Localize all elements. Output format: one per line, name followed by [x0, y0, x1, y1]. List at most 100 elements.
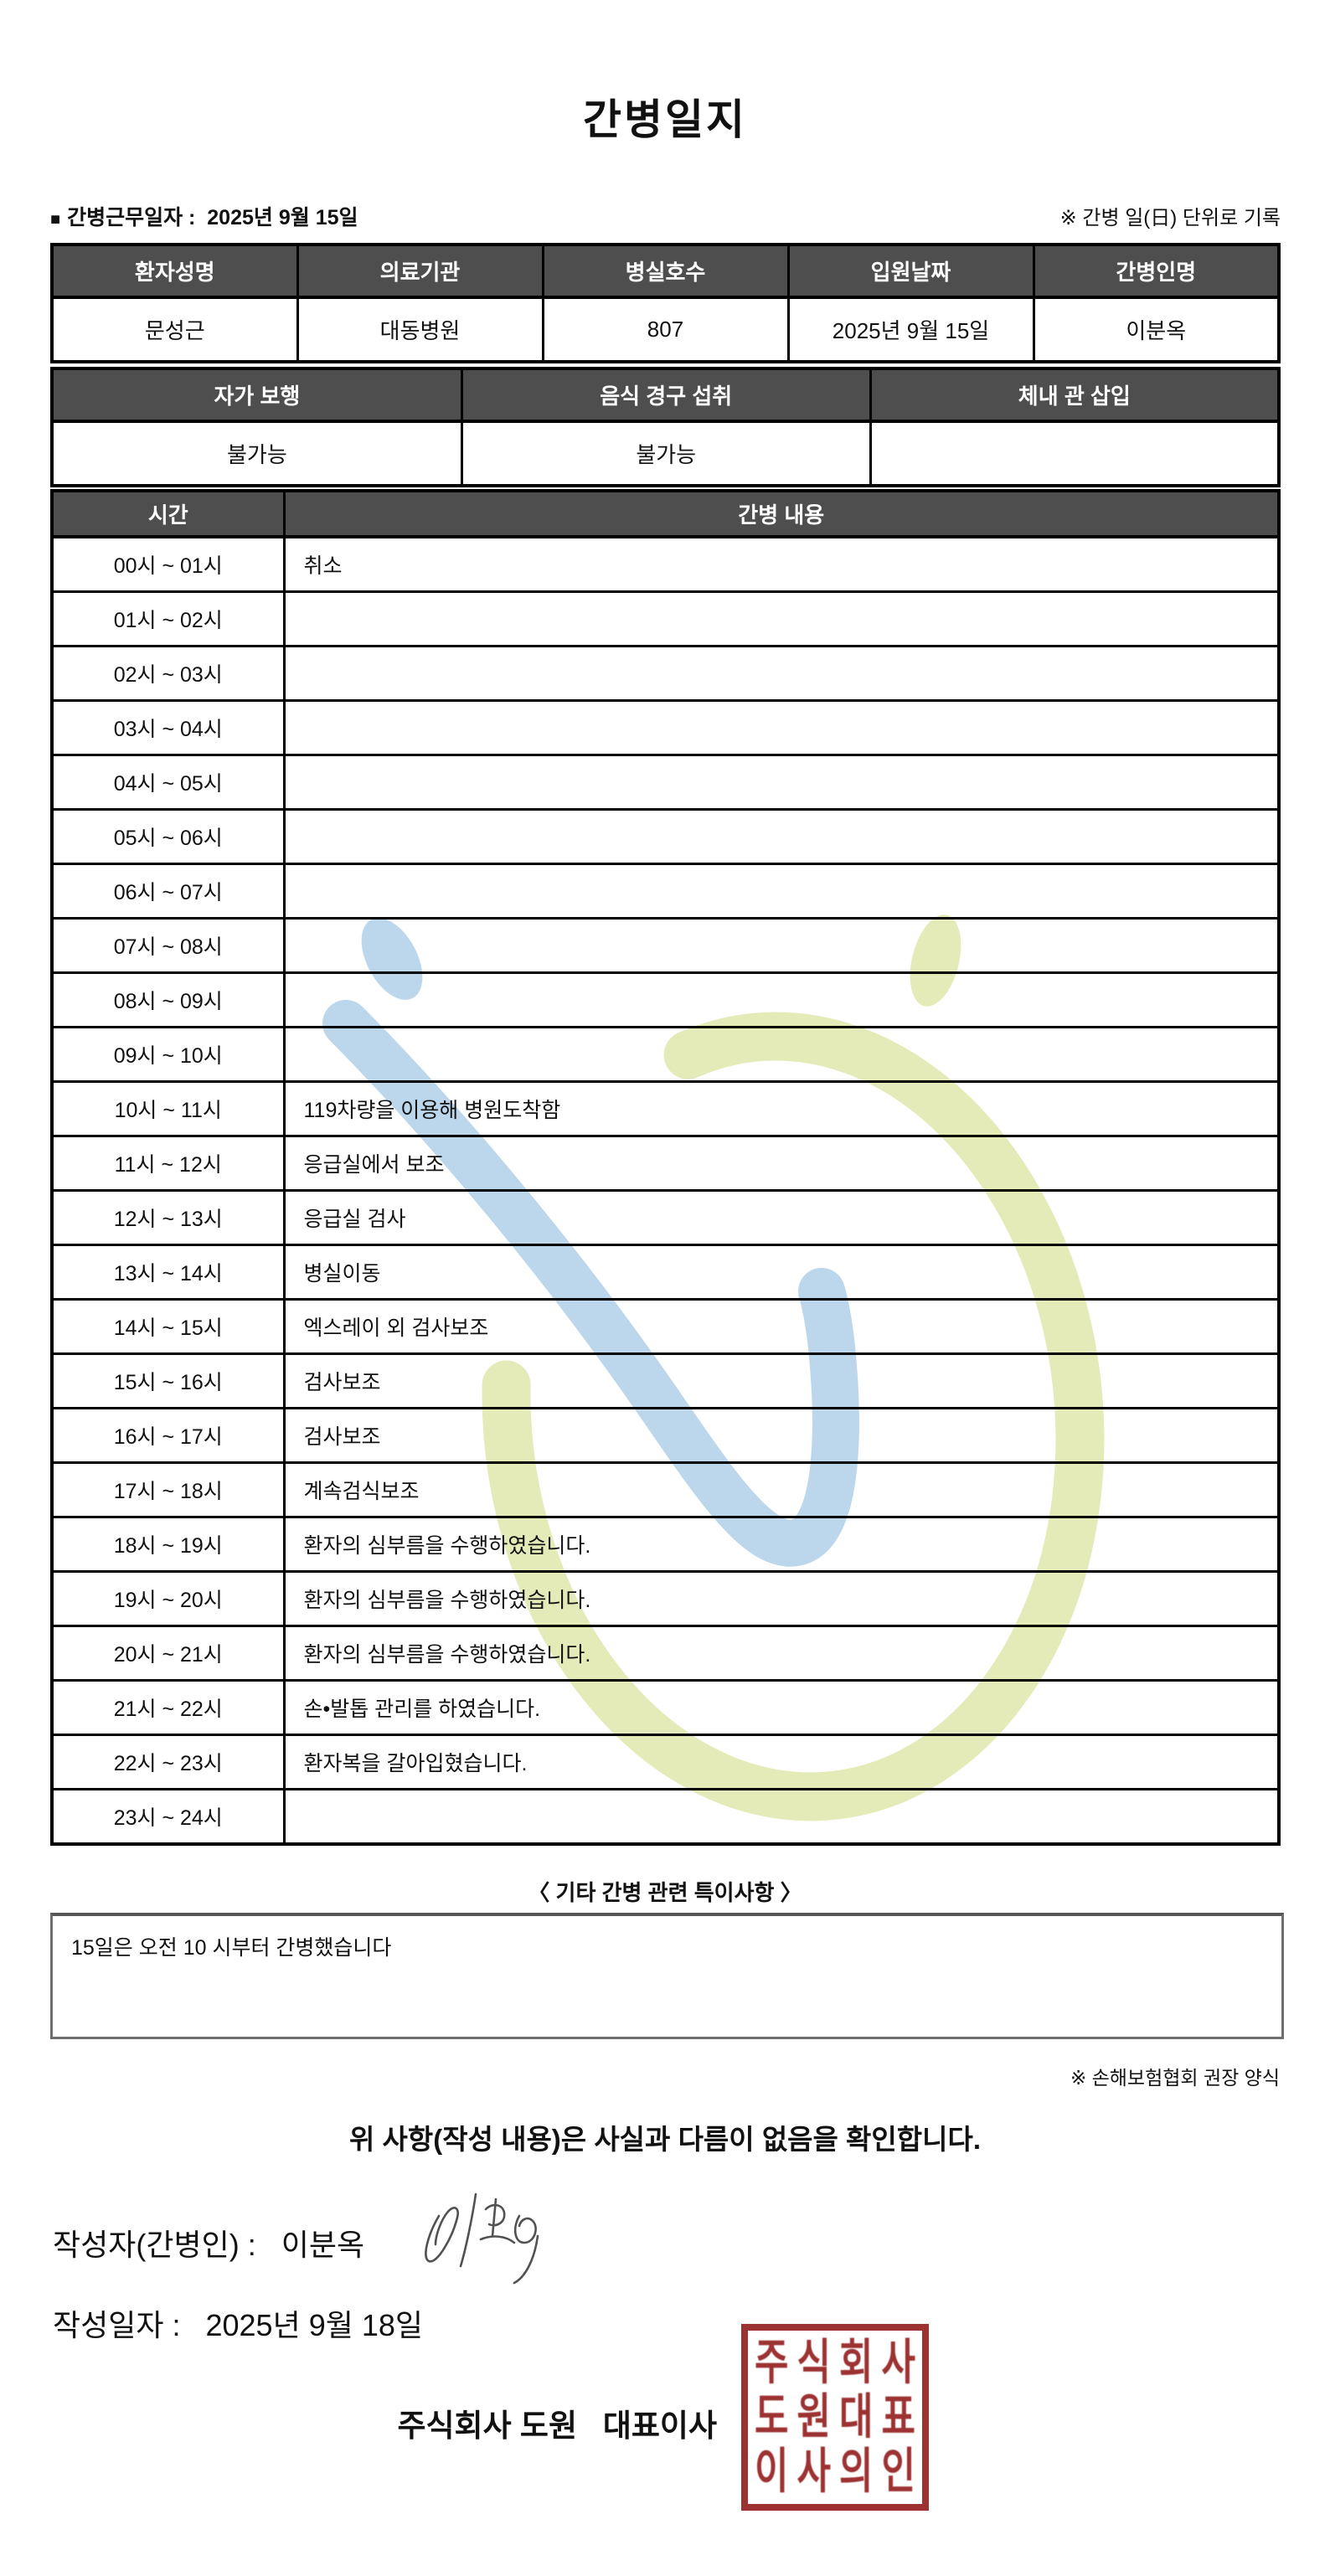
care-log-content — [282, 645, 1281, 702]
value-caregiver-name: 이분옥 — [1032, 296, 1281, 363]
care-log-content: 119차량을 이용해 병원도착함 — [282, 1080, 1281, 1137]
care-log-content — [282, 754, 1281, 811]
special-notes-heading: 〈 기타 간병 관련 특이사항 〉 — [528, 1880, 802, 1905]
value-medical-institution: 대동병원 — [296, 296, 544, 363]
care-log-content: 환자의 심부름을 수행하였습니다. — [282, 1570, 1281, 1627]
care-log-row: 17시 ~ 18시 계속검식보조 — [50, 1461, 1281, 1518]
status-header-row: 자가 보행 음식 경구 섭취 체내 관 삽입 — [50, 367, 1281, 423]
care-log-row: 05시 ~ 06시 — [50, 808, 1281, 865]
care-log-content: 환자의 심부름을 수행하였습니다. — [282, 1625, 1281, 1682]
header-oral-intake: 음식 경구 섭취 — [460, 367, 872, 423]
care-log-time: 17시 ~ 18시 — [50, 1461, 286, 1518]
care-log-row: 22시 ~ 23시 환자복을 갈아입혔습니다. — [50, 1734, 1281, 1790]
recommended-form-note: ※ 손해보험협회 권장 양식 — [1070, 2067, 1280, 2089]
care-log-time: 05시 ~ 06시 — [50, 808, 286, 865]
care-log-row: 03시 ~ 04시 — [50, 699, 1281, 756]
care-log-content: 손•발톱 관리를 하였습니다. — [282, 1679, 1281, 1736]
care-log-header-row: 시간 간병 내용 — [50, 489, 1281, 538]
care-log-time: 21시 ~ 22시 — [50, 1679, 286, 1736]
care-log-time: 03시 ~ 04시 — [50, 699, 286, 756]
value-tube-insertion — [869, 420, 1281, 487]
header-medical-institution: 의료기관 — [296, 243, 544, 299]
care-log-row: 09시 ~ 10시 — [50, 1026, 1281, 1083]
care-log-content — [282, 590, 1281, 647]
patient-info-header-row: 환자성명 의료기관 병실호수 입원날짜 간병인명 — [50, 243, 1281, 299]
care-log-time: 04시 ~ 05시 — [50, 754, 286, 811]
header-time: 시간 — [50, 489, 286, 538]
care-log-content: 환자복을 갈아입혔습니다. — [282, 1734, 1281, 1790]
header-care-content: 간병 내용 — [282, 489, 1281, 538]
care-log-content: 병실이동 — [282, 1244, 1281, 1301]
stamp-character: 인 — [881, 2444, 915, 2499]
care-log-content — [282, 863, 1281, 920]
care-log-time: 01시 ~ 02시 — [50, 590, 286, 647]
value-admission-date: 2025년 9월 15일 — [786, 296, 1035, 363]
care-log-row: 11시 ~ 12시 응급실에서 보조 — [50, 1135, 1281, 1192]
stamp-character: 원 — [796, 2389, 831, 2445]
work-date-label: 간병근무일자 : — [67, 206, 196, 229]
care-log-time: 15시 ~ 16시 — [50, 1352, 286, 1409]
care-log-time: 11시 ~ 12시 — [50, 1135, 286, 1192]
care-log-row: 02시 ~ 03시 — [50, 645, 1281, 702]
care-log-content: 취소 — [282, 535, 1281, 593]
care-log-time: 23시 ~ 24시 — [50, 1788, 286, 1846]
care-log-content — [282, 971, 1281, 1028]
care-log-time: 07시 ~ 08시 — [50, 917, 286, 974]
care-log-content — [282, 917, 1281, 974]
header-patient-name: 환자성명 — [50, 243, 299, 299]
care-log-row: 04시 ~ 05시 — [50, 754, 1281, 811]
care-log-content — [282, 1788, 1281, 1846]
header-self-walking: 자가 보행 — [50, 367, 463, 423]
company-representative-line: 주식회사 도원 대표이사 — [397, 2409, 717, 2443]
care-log-time: 02시 ~ 03시 — [50, 645, 286, 702]
stamp-character: 회 — [839, 2335, 874, 2390]
stamp-character: 식 — [796, 2335, 831, 2390]
care-log-time: 00시 ~ 01시 — [50, 535, 286, 593]
care-log-row: 20시 ~ 21시 환자의 심부름을 수행하였습니다. — [50, 1625, 1281, 1682]
care-log-row: 06시 ~ 07시 — [50, 863, 1281, 920]
stamp-character: 의 — [839, 2444, 874, 2499]
care-log-time: 22시 ~ 23시 — [50, 1734, 286, 1790]
status-value-row: 불가능 불가능 — [50, 420, 1281, 487]
care-log-content: 검사보조 — [282, 1407, 1281, 1464]
care-log-time: 10시 ~ 11시 — [50, 1080, 286, 1137]
patient-status-table: 자가 보행 음식 경구 섭취 체내 관 삽입 불가능 불가능 — [50, 367, 1281, 487]
written-date-line: 작성일자 : 2025년 9월 18일 — [53, 2308, 424, 2342]
care-log-content — [282, 699, 1281, 756]
special-notes-text: 15일은 오전 10 시부터 간병했습니다 — [71, 1936, 392, 1960]
care-log-row: 19시 ~ 20시 환자의 심부름을 수행하였습니다. — [50, 1570, 1281, 1627]
value-self-walking: 불가능 — [50, 420, 463, 487]
value-room-number: 807 — [541, 296, 790, 363]
special-notes-box: 15일은 오전 10 시부터 간병했습니다 — [50, 1913, 1284, 2039]
care-log-time: 14시 ~ 15시 — [50, 1298, 286, 1355]
care-log-row: 07시 ~ 08시 — [50, 917, 1281, 974]
stamp-character: 주 — [755, 2335, 789, 2390]
care-log-row: 10시 ~ 11시 119차량을 이용해 병원도착함 — [50, 1080, 1281, 1137]
care-log-row: 14시 ~ 15시 엑스레이 외 검사보조 — [50, 1298, 1281, 1355]
stamp-character: 사 — [881, 2335, 915, 2390]
care-log-content: 환자의 심부름을 수행하였습니다. — [282, 1516, 1281, 1573]
patient-info-value-row: 문성근 대동병원 807 2025년 9월 15일 이분옥 — [50, 296, 1281, 363]
care-log-time: 12시 ~ 13시 — [50, 1189, 286, 1246]
black-square-bullet-icon: ■ — [50, 210, 61, 229]
writer-line: 작성자(간병인) : 이분옥 — [53, 2228, 365, 2262]
value-patient-name: 문성근 — [50, 296, 299, 363]
care-log-time: 20시 ~ 21시 — [50, 1625, 286, 1682]
care-log-body: 00시 ~ 01시 취소 01시 ~ 02시 02시 ~ 03시 03시 ~ 04시 04… — [50, 535, 1281, 1846]
care-log-time: 13시 ~ 14시 — [50, 1244, 286, 1301]
caregiver-signature — [425, 2192, 539, 2285]
header-tube-insertion: 체내 관 삽입 — [869, 367, 1281, 423]
header-caregiver-name: 간병인명 — [1032, 243, 1281, 299]
value-oral-intake: 불가능 — [460, 420, 872, 487]
care-log-content: 응급실에서 보조 — [282, 1135, 1281, 1192]
care-log-row: 01시 ~ 02시 — [50, 590, 1281, 647]
care-log-time: 19시 ~ 20시 — [50, 1570, 286, 1627]
work-date-line: ■ 간병근무일자 : 2025년 9월 15일 — [50, 201, 358, 231]
care-log-row: 13시 ~ 14시 병실이동 — [50, 1244, 1281, 1301]
stamp-character: 표 — [881, 2389, 915, 2445]
care-log-row: 23시 ~ 24시 — [50, 1788, 1281, 1846]
